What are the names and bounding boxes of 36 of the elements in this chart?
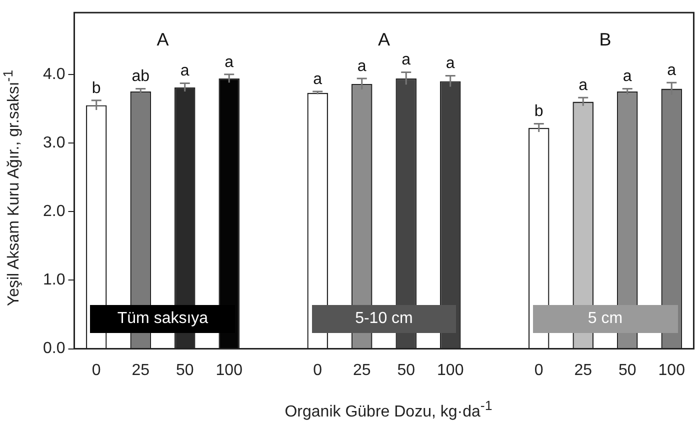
- x-tick-label: 50: [397, 362, 416, 379]
- y-tick-label: 2.0: [42, 202, 66, 220]
- x-axis-title: Organik Gübre Dozu, kg·da$^{-1}$: [284, 398, 494, 422]
- label-box: Tüm saksıya: [90, 304, 236, 333]
- x-tick-label: 100: [658, 362, 686, 379]
- y-tick-label: 1.0: [42, 272, 66, 289]
- data-label: a: [224, 54, 234, 71]
- annotation: A: [378, 30, 390, 50]
- data-label: a: [622, 68, 632, 86]
- x-tick-label: 25: [132, 362, 150, 379]
- label-box: 5 cm: [532, 304, 678, 333]
- data-label: a: [180, 62, 190, 80]
- annotation: B: [599, 30, 612, 50]
- x-tick-label: 0: [534, 362, 544, 379]
- data-label: a: [402, 52, 411, 69]
- y-tick-label: 0.0: [42, 340, 66, 358]
- data-label: a: [313, 70, 322, 88]
- x-tick-label: 25: [352, 362, 371, 379]
- x-tick-label: 50: [176, 362, 194, 379]
- label-box: 5-10 cm: [312, 304, 456, 333]
- x-tick-label: 25: [574, 362, 592, 379]
- x-tick-label: 100: [216, 362, 243, 379]
- data-label: b: [534, 103, 544, 120]
- data-label: b: [92, 80, 101, 97]
- data-label: a: [357, 58, 366, 75]
- x-tick-label: 100: [437, 362, 464, 379]
- y-tick-label: 3.0: [42, 134, 66, 152]
- data-label: a: [667, 62, 676, 79]
- data-label: a: [446, 55, 455, 72]
- data-label: a: [578, 77, 588, 94]
- x-tick-label: 0: [313, 362, 322, 379]
- x-tick-label: 50: [618, 362, 636, 379]
- x-tick-label: 0: [92, 362, 101, 379]
- y-tick-label: 4.0: [42, 66, 66, 83]
- annotation: A: [156, 30, 169, 50]
- data-label: ab: [132, 68, 150, 86]
